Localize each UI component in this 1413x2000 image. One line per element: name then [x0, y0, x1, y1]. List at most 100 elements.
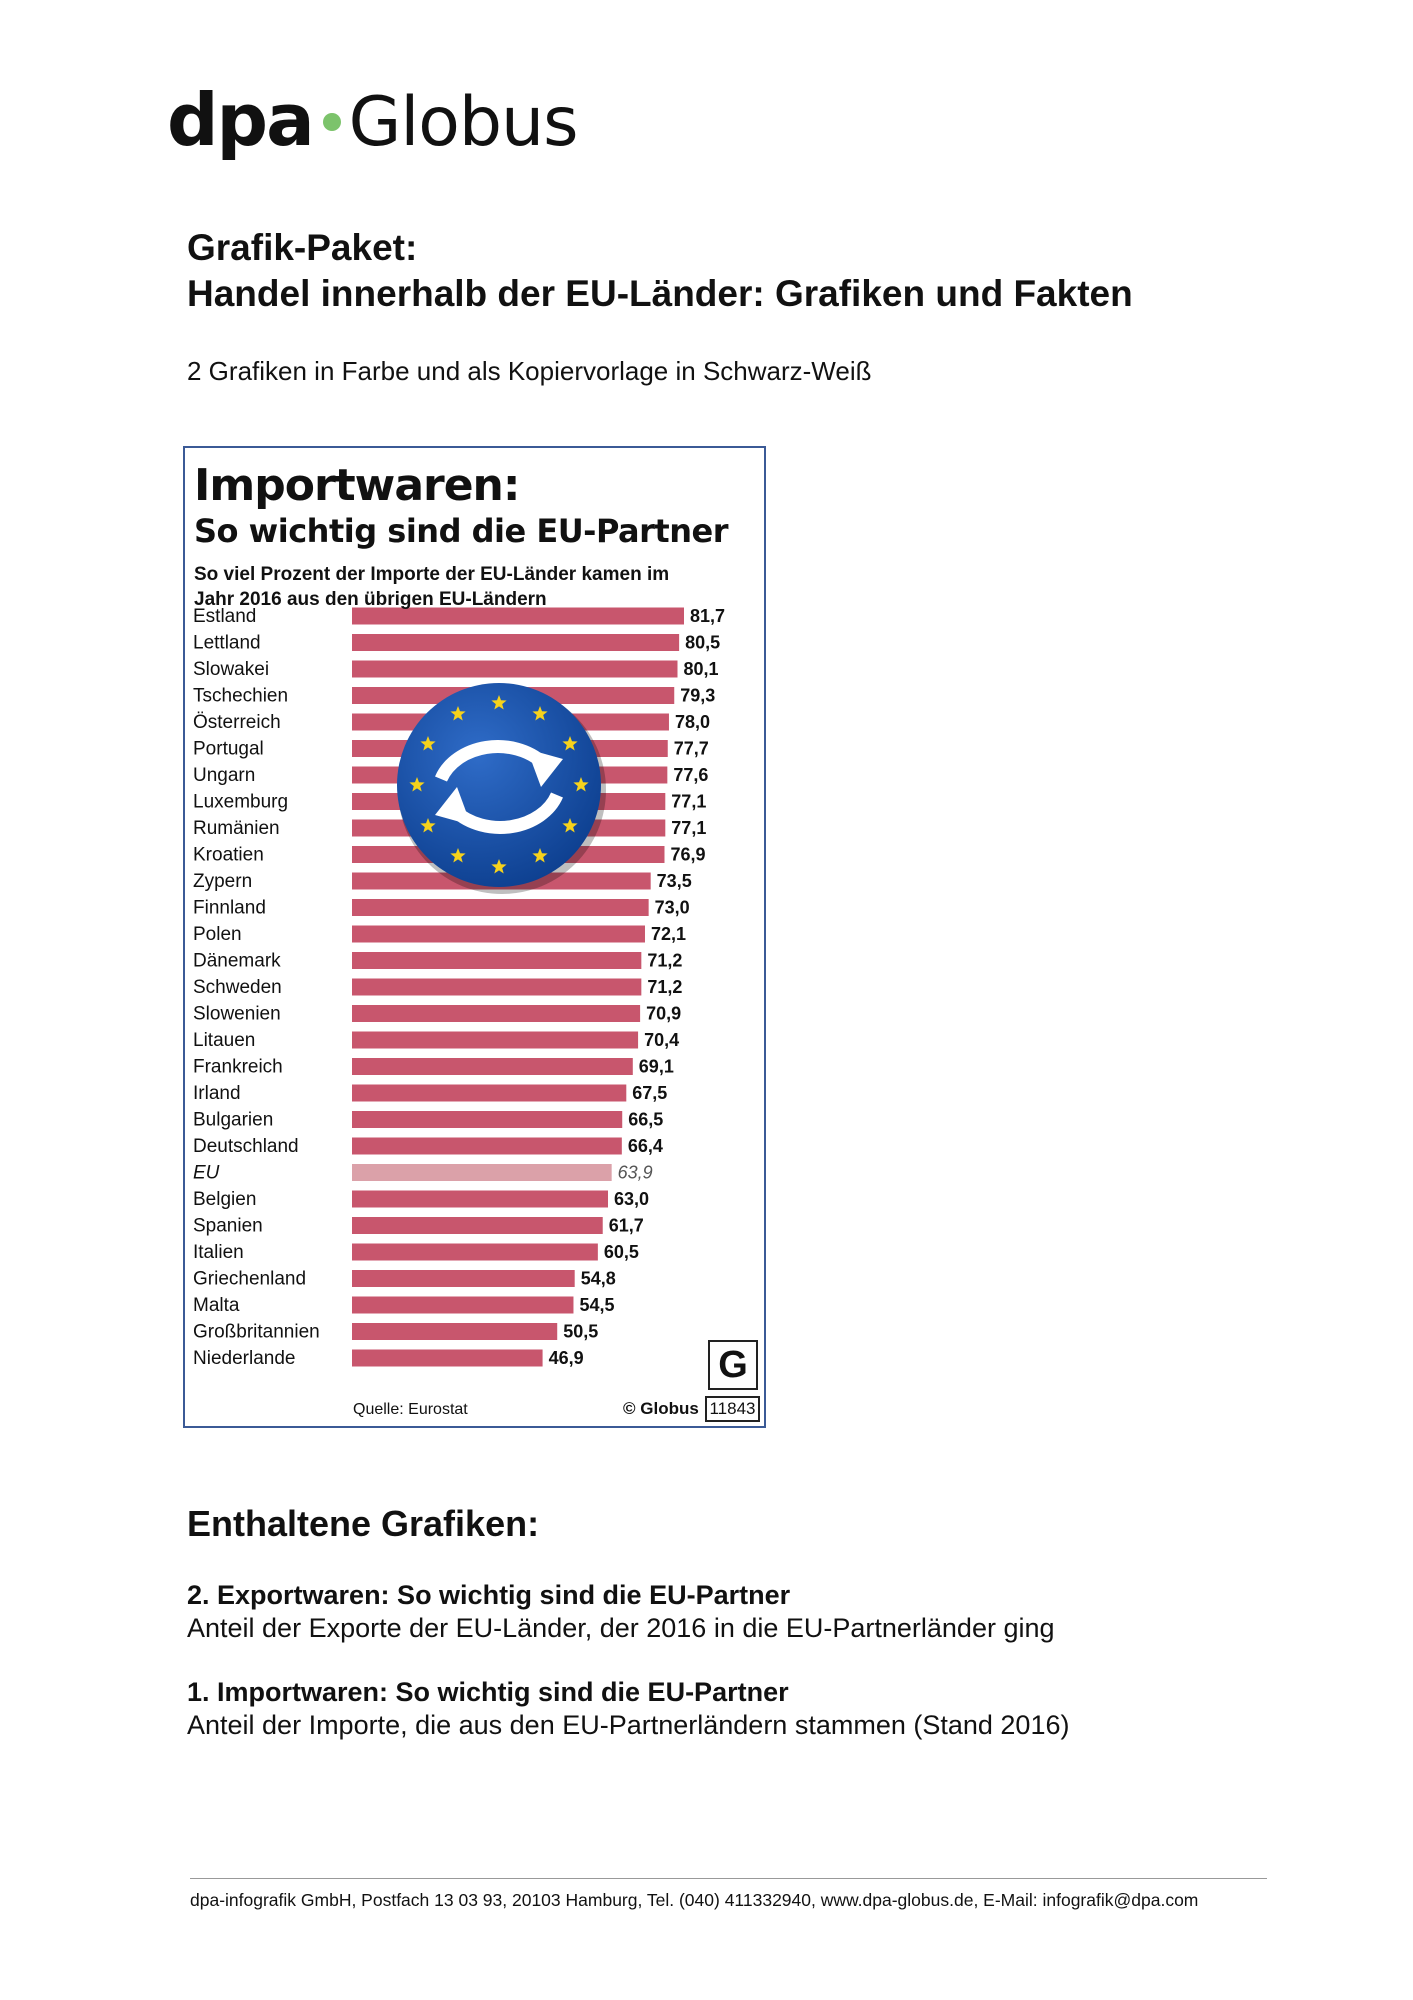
category-label: Kroatien	[193, 845, 264, 866]
value-label: 54,5	[579, 1295, 614, 1315]
value-label: 79,3	[680, 686, 715, 706]
bar	[352, 1270, 575, 1287]
package-subtitle: 2 Grafiken in Farbe und als Kopiervorlag…	[187, 356, 872, 386]
value-label: 63,9	[618, 1163, 653, 1183]
import-chart-graphic: Estland 81,7 Lettland 80,5 Slowakei 80,1 Tsche…	[183, 446, 766, 1428]
value-label: 70,9	[646, 1004, 681, 1024]
eu-star-icon	[532, 848, 548, 863]
eu-star-icon	[420, 736, 436, 751]
bar	[352, 1084, 627, 1102]
value-label: 81,7	[690, 606, 725, 626]
bar	[352, 1031, 639, 1049]
eu-star-icon	[420, 818, 436, 833]
chart-title: Importwaren:	[194, 460, 520, 511]
bar	[352, 1137, 622, 1155]
category-label: Slowenien	[193, 1004, 281, 1025]
value-label: 46,9	[549, 1348, 584, 1368]
value-label: 76,9	[670, 845, 705, 865]
bar	[352, 1111, 623, 1128]
value-label: 60,5	[604, 1242, 639, 1262]
contents-item-desc: Anteil der Exporte der EU-Länder, der 20…	[187, 1613, 1055, 1643]
eu-star-icon	[409, 777, 425, 792]
bar	[352, 1296, 574, 1314]
package-title-line1: Grafik-Paket:	[187, 227, 418, 268]
arrow-upper-head	[527, 749, 563, 787]
value-label: 66,5	[628, 1110, 663, 1130]
value-label: 72,1	[651, 924, 686, 944]
category-label: Tschechien	[193, 686, 288, 707]
logo-dpa-text: dpa	[167, 78, 315, 162]
category-label: Österreich	[193, 712, 281, 733]
category-label: Bulgarien	[193, 1110, 273, 1131]
value-label: 80,5	[685, 633, 720, 653]
category-label: Estland	[193, 606, 256, 627]
category-label: Malta	[193, 1295, 240, 1316]
bar	[352, 660, 678, 678]
bar	[352, 925, 645, 943]
chart-subtitle: So wichtig sind die EU-Partner	[194, 512, 728, 550]
category-label: EU	[193, 1163, 220, 1184]
category-label: Ungarn	[193, 765, 255, 786]
logo-globus-text: Globus	[348, 83, 579, 162]
value-label: 54,8	[581, 1269, 616, 1289]
category-label: Irland	[193, 1083, 241, 1104]
dpa-globus-logo: dpa Globus	[167, 78, 579, 168]
category-label: Slowakei	[193, 659, 269, 680]
category-label: Belgien	[193, 1189, 256, 1210]
logo-dot-icon	[322, 113, 341, 131]
footer-divider	[190, 1878, 1267, 1879]
category-label: Rumänien	[193, 818, 280, 839]
category-label: Lettland	[193, 633, 261, 654]
value-label: 80,1	[683, 659, 718, 679]
bar	[352, 1190, 609, 1208]
bar	[352, 899, 649, 916]
chart-copyright: © Globus	[623, 1399, 699, 1418]
category-label: Portugal	[193, 739, 264, 760]
bar	[352, 1323, 558, 1340]
contents-item-desc: Anteil der Importe, die aus den EU-Partn…	[187, 1710, 1070, 1740]
category-label: Litauen	[193, 1030, 255, 1051]
chart-description: So viel Prozent der Importe der EU-Lände…	[194, 564, 670, 610]
bar-chart: Estland 81,7 Lettland 80,5 Slowakei 80,1 Tsche…	[193, 606, 725, 1369]
value-label: 61,7	[609, 1216, 644, 1236]
footer-contact: dpa-infografik GmbH, Postfach 13 03 93, …	[190, 1890, 1199, 1910]
category-label: Griechenland	[193, 1269, 306, 1290]
eu-star-icon	[450, 848, 466, 863]
eu-flag-icon	[397, 683, 601, 887]
contents-item-title: 2. Exportwaren: So wichtig sind die EU-P…	[187, 1580, 791, 1610]
globus-g-logo-icon: G	[708, 1340, 758, 1390]
value-label: 78,0	[675, 712, 710, 732]
eu-star-icon	[562, 736, 578, 751]
eu-star-icon	[491, 695, 507, 710]
category-label: Finnland	[193, 898, 266, 919]
bar	[352, 607, 684, 625]
category-label: Zypern	[193, 871, 252, 892]
category-label: Großbritannien	[193, 1322, 320, 1343]
contents-item-title: 1. Importwaren: So wichtig sind die EU-P…	[187, 1677, 789, 1707]
bar	[352, 1349, 543, 1367]
category-label: Deutschland	[193, 1136, 299, 1157]
package-title: Grafik-Paket: Handel innerhalb der EU-Lä…	[187, 225, 1133, 317]
value-label: 69,1	[639, 1057, 674, 1077]
value-label: 66,4	[628, 1136, 663, 1156]
bar	[352, 1058, 633, 1075]
value-label: 71,2	[647, 951, 682, 971]
graphic-number: 11843	[705, 1396, 760, 1422]
bar	[352, 1243, 598, 1261]
eu-star-icon	[532, 706, 548, 721]
bar	[352, 978, 642, 996]
value-label: 70,4	[644, 1030, 679, 1050]
value-label: 73,0	[655, 898, 690, 918]
value-label: 77,7	[674, 739, 709, 759]
bar	[352, 634, 680, 651]
category-label: Spanien	[193, 1216, 263, 1237]
eu-star-icon	[491, 859, 507, 874]
value-label: 71,2	[647, 977, 682, 997]
value-label: 73,5	[657, 871, 692, 891]
value-label: 67,5	[632, 1083, 667, 1103]
contents-heading: Enthaltene Grafiken:	[187, 1503, 540, 1544]
category-label: Schweden	[193, 977, 282, 998]
bar	[352, 1164, 612, 1181]
chart-source: Quelle: Eurostat	[353, 1401, 468, 1418]
value-label: 77,1	[671, 818, 706, 838]
